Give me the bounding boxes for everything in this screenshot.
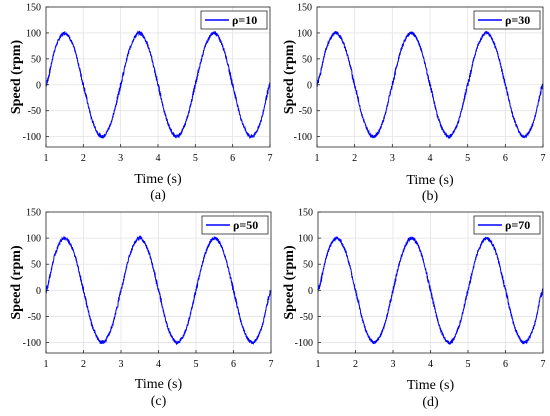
y-tick-label: 50 xyxy=(303,260,313,271)
y-tick-label: 150 xyxy=(26,3,41,14)
y-tick-label: 100 xyxy=(26,28,41,39)
y-tick-label: 150 xyxy=(26,208,41,219)
y-tick-label: 0 xyxy=(36,286,41,297)
legend-box xyxy=(473,10,541,30)
x-tick-label: 5 xyxy=(194,359,199,370)
series-line-0 xyxy=(317,236,544,346)
x-tick-label: 4 xyxy=(428,359,433,370)
series-line-0 xyxy=(316,30,544,140)
x-tick-label: 6 xyxy=(503,153,508,164)
chart-panel-d: 1 2 3 4 5 6 7 -100 -50 0 50 100 150 Time (s) Speed (rp… xyxy=(282,208,546,411)
y-axis-label: Speed (rpm) xyxy=(282,245,297,320)
series-line-0 xyxy=(45,234,272,346)
y-tick-label: 150 xyxy=(297,3,312,14)
chart-panel-b: 1 2 3 4 5 6 7 -100 -50 0 50 100 150 Time (s) Speed (rp… xyxy=(282,3,546,205)
y-tick-label: -100 xyxy=(23,338,41,349)
y-tick-label: 0 xyxy=(308,286,313,297)
y-axis-label: Speed (rpm) xyxy=(9,245,24,320)
series-line-0 xyxy=(45,30,271,140)
panel-caption: (d) xyxy=(422,395,439,410)
x-tick-label: 3 xyxy=(391,359,396,370)
panel-caption: (b) xyxy=(422,189,439,204)
y-tick-label: 100 xyxy=(297,28,312,39)
x-tick-label: 6 xyxy=(231,359,236,370)
y-tick-label: 50 xyxy=(31,54,41,65)
x-tick-label: 5 xyxy=(466,359,471,370)
x-axis-label: Time (s) xyxy=(407,378,455,393)
x-tick-label: 3 xyxy=(118,153,123,164)
y-axis-label: Speed (rpm) xyxy=(9,40,24,115)
legend-box xyxy=(200,10,268,30)
y-axis-label: Speed (rpm) xyxy=(282,40,297,115)
legend-label: ρ=70 xyxy=(505,218,530,232)
y-tick-label: 150 xyxy=(298,208,313,219)
x-tick-label: 1 xyxy=(315,153,320,164)
legend-label: ρ=50 xyxy=(233,218,258,232)
y-tick-label: -50 xyxy=(299,106,312,117)
legend-label: ρ=10 xyxy=(232,13,257,27)
chart-panel-c: 1 2 3 4 5 6 7 -100 -50 0 50 100 150 Time (s) Speed (rp… xyxy=(9,208,274,410)
chart-panel-a: 1 2 3 4 5 6 7 -100 -50 0 50 100 150 Time (s) Speed (rp… xyxy=(9,3,273,204)
x-tick-label: 1 xyxy=(44,153,49,164)
x-axis-label: Time (s) xyxy=(134,172,182,187)
legend-box xyxy=(201,215,269,235)
x-tick-label: 2 xyxy=(81,153,86,164)
y-tick-label: 50 xyxy=(31,260,41,271)
panel-caption: (a) xyxy=(150,188,166,203)
y-tick-label: -100 xyxy=(294,132,312,143)
x-tick-label: 1 xyxy=(316,359,321,370)
y-tick-label: -100 xyxy=(295,338,313,349)
x-tick-label: 2 xyxy=(353,359,358,370)
y-tick-label: -50 xyxy=(28,106,41,117)
y-tick-label: 0 xyxy=(36,80,41,91)
y-tick-label: -50 xyxy=(28,312,41,323)
legend-label: ρ=30 xyxy=(505,13,530,27)
x-tick-label: 1 xyxy=(44,359,49,370)
x-tick-label: 6 xyxy=(230,153,235,164)
x-tick-label: 7 xyxy=(541,153,546,164)
x-tick-label: 5 xyxy=(465,153,470,164)
x-tick-label: 5 xyxy=(193,153,198,164)
y-tick-label: 100 xyxy=(26,234,41,245)
x-axis-label: Time (s) xyxy=(135,377,183,392)
x-tick-label: 7 xyxy=(268,153,273,164)
x-tick-label: 6 xyxy=(503,359,508,370)
x-tick-label: 3 xyxy=(119,359,124,370)
x-tick-label: 4 xyxy=(428,153,433,164)
y-tick-label: -50 xyxy=(300,312,313,323)
x-axis-label: Time (s) xyxy=(406,173,454,188)
y-tick-label: 100 xyxy=(298,234,313,245)
y-tick-label: -100 xyxy=(23,132,41,143)
x-tick-label: 4 xyxy=(156,359,161,370)
y-tick-label: 50 xyxy=(302,54,312,65)
x-tick-label: 2 xyxy=(81,359,86,370)
panel-caption: (c) xyxy=(151,394,167,409)
x-tick-label: 7 xyxy=(541,359,546,370)
x-tick-label: 3 xyxy=(390,153,395,164)
x-tick-label: 2 xyxy=(352,153,357,164)
y-tick-label: 0 xyxy=(307,80,312,91)
x-tick-label: 4 xyxy=(156,153,161,164)
legend-box xyxy=(473,215,541,235)
x-tick-label: 7 xyxy=(269,359,274,370)
